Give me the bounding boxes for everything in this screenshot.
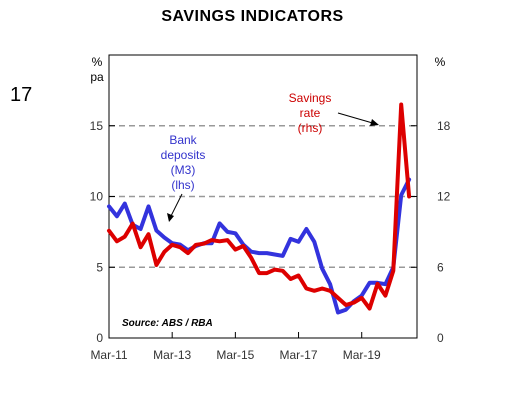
slide-number: 17: [10, 84, 33, 106]
right-tick-label-12: 12: [437, 190, 451, 204]
left-tick-label-0: 0: [96, 331, 103, 345]
right-tick-label-6: 6: [437, 260, 444, 274]
savings-rate-label-line1: Savings: [289, 91, 332, 105]
bank-deposits-arrowhead: [167, 213, 174, 222]
bank-deposits-label-line2: deposits: [161, 148, 206, 162]
gridlines: [109, 125, 417, 268]
bank-deposits-label-line4: (lhs): [171, 178, 194, 192]
bank-deposits-line: [107, 177, 412, 315]
chart-title: SAVINGS INDICATORS: [161, 8, 344, 25]
x-axis: Mar-11 Mar-13 Mar-15 Mar-17 Mar-19: [90, 332, 381, 362]
x-tick-label-Mar-13: Mar-13: [153, 348, 191, 362]
x-tick-label-Mar-17: Mar-17: [280, 348, 318, 362]
left-axis-unit-pa: pa: [90, 70, 104, 84]
bank-deposits-label-line3: (M3): [171, 163, 196, 177]
right-axis: 0 6 12 18: [411, 119, 451, 345]
savings-rate-arrow: [337, 112, 377, 125]
savings-rate-label-line2: rate: [300, 106, 321, 120]
right-tick-label-0: 0: [437, 331, 444, 345]
source-note: Source: ABS / RBA: [122, 318, 213, 329]
right-tick-label-18: 18: [437, 119, 451, 133]
left-tick-label-15: 15: [90, 119, 104, 133]
left-axis-unit-percent: %: [92, 55, 103, 69]
left-tick-label-5: 5: [96, 260, 103, 274]
savings-rate-label-line3: (rhs): [298, 121, 323, 135]
x-tick-label-Mar-11: Mar-11: [90, 348, 127, 362]
savings-rate-arrowhead: [370, 119, 379, 126]
x-tick-label-Mar-15: Mar-15: [216, 348, 254, 362]
left-axis: 0 5 10 15: [90, 119, 115, 345]
bank-deposits-label-line1: Bank: [169, 133, 197, 147]
series-lines: [107, 102, 412, 315]
x-tick-label-Mar-19: Mar-19: [343, 348, 381, 362]
left-tick-label-10: 10: [90, 190, 104, 204]
right-axis-unit: %: [435, 55, 446, 69]
savings-rate-line: [107, 102, 412, 311]
